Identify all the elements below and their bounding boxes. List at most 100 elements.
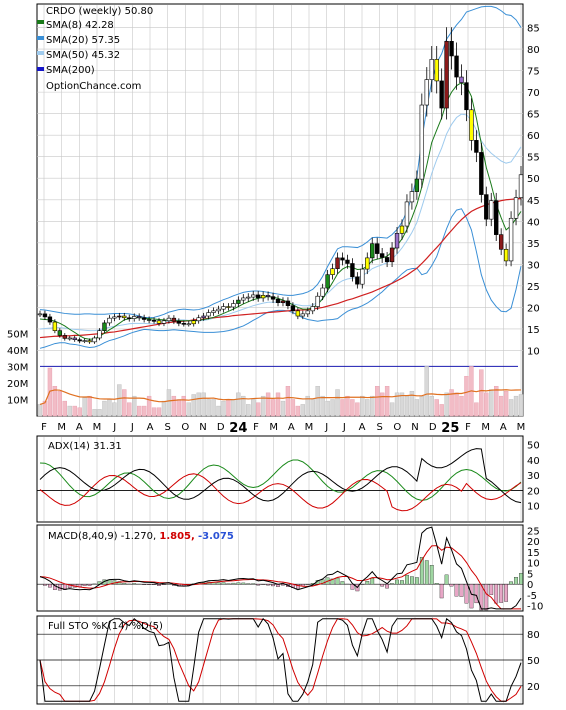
volume-bar (514, 396, 518, 416)
candle-body (286, 301, 290, 306)
macd-tick-label: 25 (527, 526, 540, 537)
candle-body (455, 56, 459, 77)
candle-body (157, 321, 161, 324)
volume-bar (182, 396, 186, 416)
macd-histogram-bar (499, 584, 502, 602)
candle-body (172, 318, 176, 321)
volume-bar (331, 399, 335, 416)
x-tick-label: D (429, 422, 437, 433)
legend-swatch-sma50 (37, 51, 44, 55)
volume-bar (420, 396, 424, 416)
price-tick-label: 50 (527, 174, 540, 185)
candle-body (73, 338, 77, 340)
price-tick-label: 10 (527, 346, 540, 357)
volume-bar (73, 406, 77, 416)
price-tick-label: 20 (527, 303, 540, 314)
macd-histogram-bar (455, 584, 458, 596)
candle-body (365, 258, 369, 269)
x-tick-label: N (199, 422, 206, 433)
macd-histogram-bar (410, 577, 413, 585)
candle-body (385, 257, 389, 261)
adx-tick-label: 20 (527, 486, 540, 497)
candle-body (489, 201, 493, 220)
volume-bar (385, 386, 389, 416)
volume-bar (499, 396, 503, 416)
macd-histogram-bar (222, 583, 225, 585)
candle-body (494, 201, 498, 235)
candle-body (400, 226, 404, 233)
x-tick-label: S (376, 422, 382, 433)
candle-body (147, 319, 151, 320)
x-tick-label: A (147, 422, 154, 433)
volume-bar (162, 401, 166, 416)
candle-body (162, 321, 166, 324)
volume-bar (112, 403, 116, 416)
macd-tick-label: 5 (527, 569, 533, 580)
macd-value2: 1.805, (159, 531, 194, 542)
sma200-line (40, 198, 521, 337)
volume-bar (311, 399, 315, 416)
macd-histogram-bar (132, 583, 135, 584)
candle-body (346, 260, 350, 263)
candle-body (236, 300, 240, 303)
macd-histogram-bar (341, 581, 344, 584)
candle-body (227, 307, 231, 308)
volume-bar (375, 386, 379, 416)
x-tick-label: A (76, 422, 83, 433)
candle-body (187, 324, 191, 325)
macd-histogram-bar (385, 584, 388, 588)
candle-body (192, 321, 196, 324)
volume-bar (460, 396, 464, 416)
candle-body (420, 105, 424, 179)
sto-tick-label: 50 (527, 656, 540, 667)
price-tick-label: 65 (527, 110, 540, 121)
candle-body (519, 175, 523, 198)
volume-bar (231, 399, 235, 416)
bollinger-lower-line (40, 209, 521, 349)
candle-body (103, 323, 107, 331)
volume-bar (405, 396, 409, 416)
macd-histogram-bar (519, 573, 522, 584)
macd-histogram-bar (450, 584, 453, 586)
volume-bar (251, 399, 255, 416)
candle-body (43, 314, 47, 317)
volume-bar (316, 386, 320, 416)
adx-title: ADX(14) 31.31 (48, 441, 122, 452)
candle-body (127, 318, 131, 319)
candle-body (88, 341, 92, 342)
x-tick-label: A (359, 422, 366, 433)
candle-body (53, 322, 57, 331)
legend-swatch-sma20 (37, 36, 44, 40)
candle-body (474, 140, 478, 152)
macd-histogram-bar (152, 584, 155, 585)
volume-bar (152, 408, 156, 416)
candle-body (440, 81, 444, 108)
macd-histogram-bar (514, 577, 517, 584)
candle-body (460, 77, 464, 83)
candle-body (355, 277, 359, 284)
sto-tick-label: 80 (527, 630, 540, 641)
macd-histogram-bar (271, 584, 274, 586)
candle-body (351, 263, 355, 276)
candle-body (504, 249, 508, 261)
macd-histogram-bar (237, 583, 240, 584)
candle-body (276, 299, 280, 302)
macd-histogram-bar (490, 584, 493, 595)
adx-plus-di-line (40, 460, 521, 500)
volume-bar (321, 396, 325, 416)
candle-body (331, 269, 335, 275)
x-tick-label: M (93, 422, 102, 433)
volume-bar (137, 406, 141, 416)
macd-histogram-bar (162, 584, 165, 585)
candle-body (395, 233, 399, 248)
volume-bar (132, 396, 136, 416)
candle-body (217, 309, 221, 311)
macd-histogram-bar (371, 578, 374, 584)
adx-tick-label: 10 (527, 502, 540, 513)
macd-histogram-bar (494, 584, 497, 603)
candle-body (38, 314, 42, 315)
candle-body (380, 254, 384, 258)
candle-body (93, 338, 97, 342)
price-tick-label: 15 (527, 325, 540, 336)
